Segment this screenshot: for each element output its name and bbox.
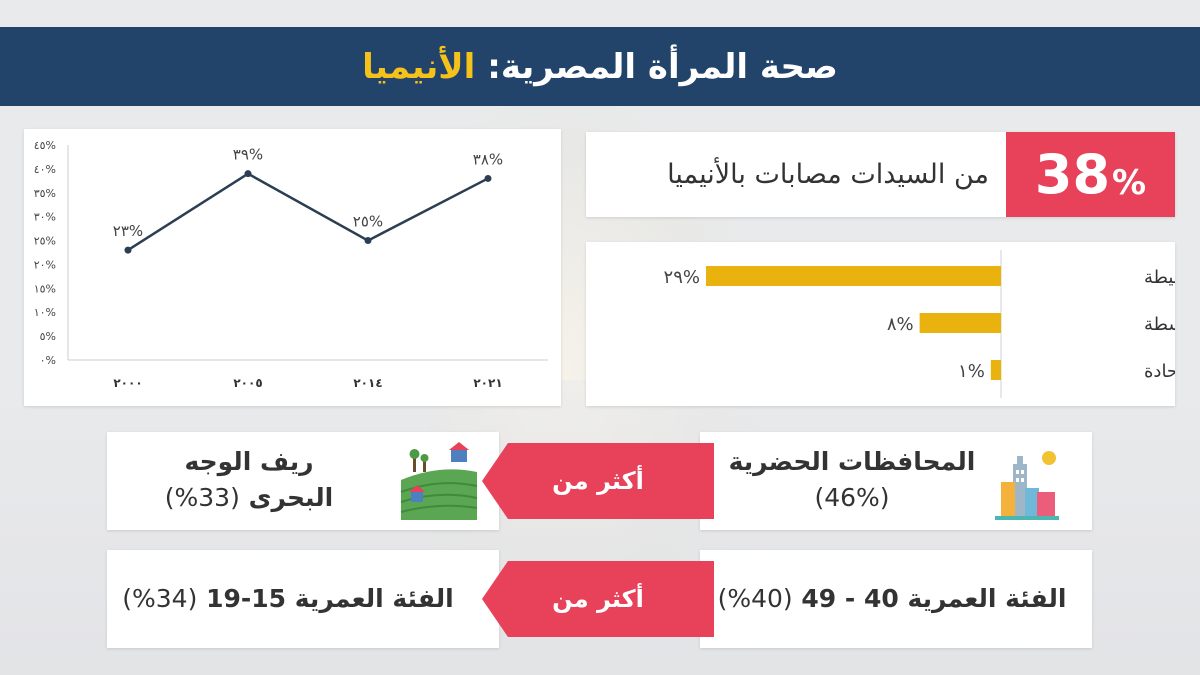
x-tick-label: ٢٠٢١ <box>473 376 502 390</box>
stat-value: 38 <box>1034 143 1111 206</box>
bar <box>990 360 1001 380</box>
urban-value: (46%) <box>814 483 890 512</box>
bar-value-label: ٢٩% <box>664 267 700 288</box>
x-tick-label: ٢٠٠٥ <box>233 376 262 390</box>
rural-value: (33%) <box>164 483 240 512</box>
age40-label: الفئة العمرية 40 - 49 <box>801 584 1067 613</box>
bar-category-label: أنيميا حادة <box>1144 359 1175 382</box>
data-point <box>484 174 492 182</box>
rural-label-line1: ريف الوجه <box>184 447 314 476</box>
bar-category-label: أنيميا بسيطة <box>1144 265 1175 288</box>
page-title: صحة المرأة المصرية: <box>487 46 838 87</box>
comparison-age40-text: الفئة العمرية 40 - 49 (40%) <box>712 581 1072 617</box>
stat-text: من السيدات مصابات بالأنيميا <box>667 159 989 190</box>
comparison-age15-text: الفئة العمرية 15-19 (34%) <box>113 581 463 617</box>
bar-value-label: ١% <box>958 361 985 382</box>
age40-value: (40%) <box>717 584 793 613</box>
y-tick-label: ٢٥% <box>34 235 56 248</box>
y-tick-label: ٤٥% <box>34 139 56 152</box>
age15-label: الفئة العمرية 15-19 <box>206 584 454 613</box>
data-point <box>124 246 132 254</box>
bar <box>706 266 1001 286</box>
page-title-highlight: الأنيميا <box>362 46 476 87</box>
rural-label-line2: البحرى (33%) <box>164 483 334 512</box>
y-tick-label: ٣٠% <box>34 211 56 224</box>
bar-chart-card: أنيميا بسيطة ٢٩% أنيميا متوسطة ٨% أنيميا حاد… <box>586 242 1175 406</box>
comparison-urban-card: المحافظات الحضرية (46%) <box>700 432 1092 530</box>
data-label: ٢٣% <box>113 222 143 240</box>
y-tick-label: ٢٠% <box>34 258 56 271</box>
more-than-arrow-2: أكثر من <box>482 561 714 637</box>
line-chart-card: ٠% ٥% ١٠% ١٥% ٢٠% ٢٥% ٣٠% ٣٥% ٤٠% ٤٥% ٢٣% ٢٠٠٠ ٣٩% ٢٠… <box>24 129 561 406</box>
data-point <box>244 170 252 178</box>
stat-value-box: 38% <box>1006 132 1175 217</box>
urban-label: المحافظات الحضرية <box>728 447 976 476</box>
stat-percent: % <box>1112 162 1147 203</box>
city-buildings-icon <box>995 451 1059 520</box>
line-chart: ٠% ٥% ١٠% ١٥% ٢٠% ٢٥% ٣٠% ٣٥% ٤٠% ٤٥% ٢٣% ٢٠٠٠ ٣٩% ٢٠… <box>34 139 548 390</box>
comparison-urban-text: المحافظات الحضرية (46%) <box>712 444 992 516</box>
bar-category-label: أنيميا متوسطة <box>1144 312 1175 335</box>
x-tick-label: ٢٠١٤ <box>353 376 382 390</box>
y-tick-label: ٠% <box>40 354 56 367</box>
comparison-rural-card: ريف الوجه البحرى (33%) <box>107 432 499 530</box>
y-tick-label: ٤٠% <box>34 163 56 176</box>
y-tick-label: ١٥% <box>34 282 56 295</box>
data-label: ٣٩% <box>233 146 263 164</box>
stat-card: من السيدات مصابات بالأنيميا 38% <box>586 132 1175 217</box>
bar-chart: أنيميا بسيطة ٢٩% أنيميا متوسطة ٨% أنيميا حاد… <box>664 250 1175 398</box>
bar-value-label: ٨% <box>887 314 914 335</box>
more-than-arrow-1: أكثر من <box>482 443 714 519</box>
series-line <box>127 172 489 252</box>
y-tick-label: ١٠% <box>34 306 56 319</box>
data-label: ٢٥% <box>353 213 383 231</box>
bar <box>919 313 1001 333</box>
age15-value: (34%) <box>122 584 198 613</box>
countryside-houses-icon <box>400 442 478 520</box>
data-point <box>364 237 372 245</box>
header-banner: صحة المرأة المصرية: الأنيميا <box>0 27 1200 106</box>
x-tick-label: ٢٠٠٠ <box>113 376 142 390</box>
comparison-rural-text: ريف الوجه البحرى (33%) <box>139 444 359 516</box>
y-tick-label: ٣٥% <box>34 187 56 200</box>
data-label: ٣٨% <box>473 150 503 168</box>
comparison-age15-card: الفئة العمرية 15-19 (34%) <box>107 550 499 648</box>
comparison-age40-card: الفئة العمرية 40 - 49 (40%) <box>700 550 1092 648</box>
y-tick-label: ٥% <box>40 330 56 343</box>
